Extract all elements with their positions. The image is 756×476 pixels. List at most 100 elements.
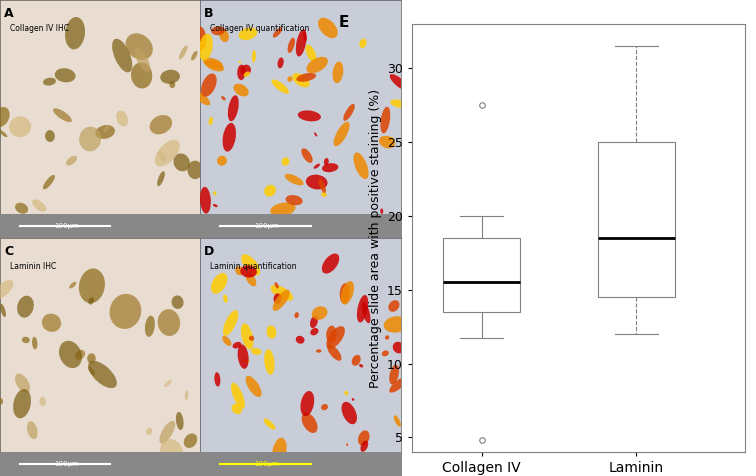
Ellipse shape [342, 402, 357, 424]
Ellipse shape [326, 326, 336, 343]
Ellipse shape [211, 26, 225, 35]
Ellipse shape [305, 45, 317, 62]
Ellipse shape [294, 312, 299, 318]
Ellipse shape [135, 48, 150, 72]
Ellipse shape [184, 390, 188, 400]
Ellipse shape [345, 391, 349, 396]
Text: E: E [339, 15, 349, 30]
Ellipse shape [193, 90, 210, 105]
Ellipse shape [241, 323, 253, 349]
Ellipse shape [125, 33, 153, 60]
Ellipse shape [362, 302, 370, 323]
Ellipse shape [79, 127, 101, 151]
Bar [598, 142, 675, 297]
Ellipse shape [88, 367, 95, 375]
Ellipse shape [54, 68, 76, 82]
Ellipse shape [146, 428, 152, 435]
Ellipse shape [303, 31, 307, 41]
Ellipse shape [27, 421, 38, 439]
Ellipse shape [164, 380, 172, 387]
Ellipse shape [246, 273, 256, 286]
Ellipse shape [237, 345, 249, 369]
Ellipse shape [222, 123, 236, 152]
Ellipse shape [327, 344, 342, 361]
Ellipse shape [318, 18, 338, 38]
Ellipse shape [389, 300, 399, 312]
Ellipse shape [191, 51, 197, 60]
Ellipse shape [228, 95, 239, 121]
Ellipse shape [104, 126, 109, 132]
Ellipse shape [70, 282, 76, 288]
Ellipse shape [359, 39, 367, 48]
Ellipse shape [199, 34, 213, 60]
Ellipse shape [217, 156, 227, 166]
Ellipse shape [318, 178, 326, 193]
Ellipse shape [357, 295, 368, 323]
Text: A: A [4, 7, 14, 20]
Ellipse shape [286, 195, 302, 205]
Ellipse shape [300, 391, 314, 416]
Ellipse shape [158, 150, 166, 162]
Ellipse shape [389, 365, 399, 385]
Ellipse shape [251, 348, 262, 355]
Ellipse shape [287, 38, 295, 53]
Ellipse shape [243, 71, 250, 77]
Ellipse shape [327, 326, 345, 348]
Ellipse shape [302, 413, 318, 433]
Ellipse shape [314, 164, 320, 169]
Ellipse shape [390, 74, 408, 90]
Ellipse shape [249, 336, 254, 341]
Bar [0, 452, 200, 476]
Ellipse shape [322, 163, 339, 172]
Ellipse shape [234, 84, 249, 97]
Ellipse shape [296, 29, 306, 57]
Ellipse shape [382, 350, 389, 357]
Ellipse shape [160, 69, 180, 84]
Ellipse shape [222, 96, 225, 100]
Ellipse shape [219, 29, 229, 42]
Ellipse shape [321, 192, 327, 197]
Text: 100μm: 100μm [254, 223, 279, 229]
Ellipse shape [160, 439, 184, 465]
Ellipse shape [150, 115, 172, 134]
Ellipse shape [306, 175, 327, 189]
Ellipse shape [195, 26, 206, 50]
Ellipse shape [59, 341, 82, 368]
Ellipse shape [0, 107, 10, 127]
Text: Collagen IV quantification: Collagen IV quantification [210, 24, 310, 33]
Ellipse shape [282, 157, 290, 166]
Ellipse shape [157, 171, 165, 186]
Ellipse shape [213, 204, 218, 207]
Text: Laminin quantification: Laminin quantification [210, 262, 297, 271]
Ellipse shape [352, 355, 361, 366]
Ellipse shape [296, 73, 316, 82]
Ellipse shape [88, 361, 117, 388]
Ellipse shape [173, 153, 190, 171]
Text: D: D [204, 245, 215, 258]
Ellipse shape [264, 185, 276, 197]
Ellipse shape [110, 294, 141, 329]
Ellipse shape [274, 282, 279, 288]
Ellipse shape [385, 335, 389, 340]
Text: C: C [4, 245, 13, 258]
Ellipse shape [184, 434, 197, 448]
Ellipse shape [239, 28, 257, 40]
Ellipse shape [87, 353, 96, 364]
Ellipse shape [271, 285, 293, 301]
Ellipse shape [314, 132, 318, 137]
Ellipse shape [201, 73, 217, 97]
Ellipse shape [237, 65, 246, 80]
Ellipse shape [88, 298, 94, 305]
Ellipse shape [9, 116, 31, 137]
Ellipse shape [392, 342, 404, 353]
Ellipse shape [383, 316, 408, 333]
Ellipse shape [179, 45, 187, 60]
Ellipse shape [0, 280, 14, 299]
Ellipse shape [373, 299, 374, 301]
Ellipse shape [390, 99, 408, 108]
Ellipse shape [116, 110, 128, 127]
Ellipse shape [155, 140, 180, 167]
Text: Laminin IHC: Laminin IHC [10, 262, 56, 271]
Ellipse shape [15, 203, 28, 214]
Ellipse shape [316, 349, 321, 353]
